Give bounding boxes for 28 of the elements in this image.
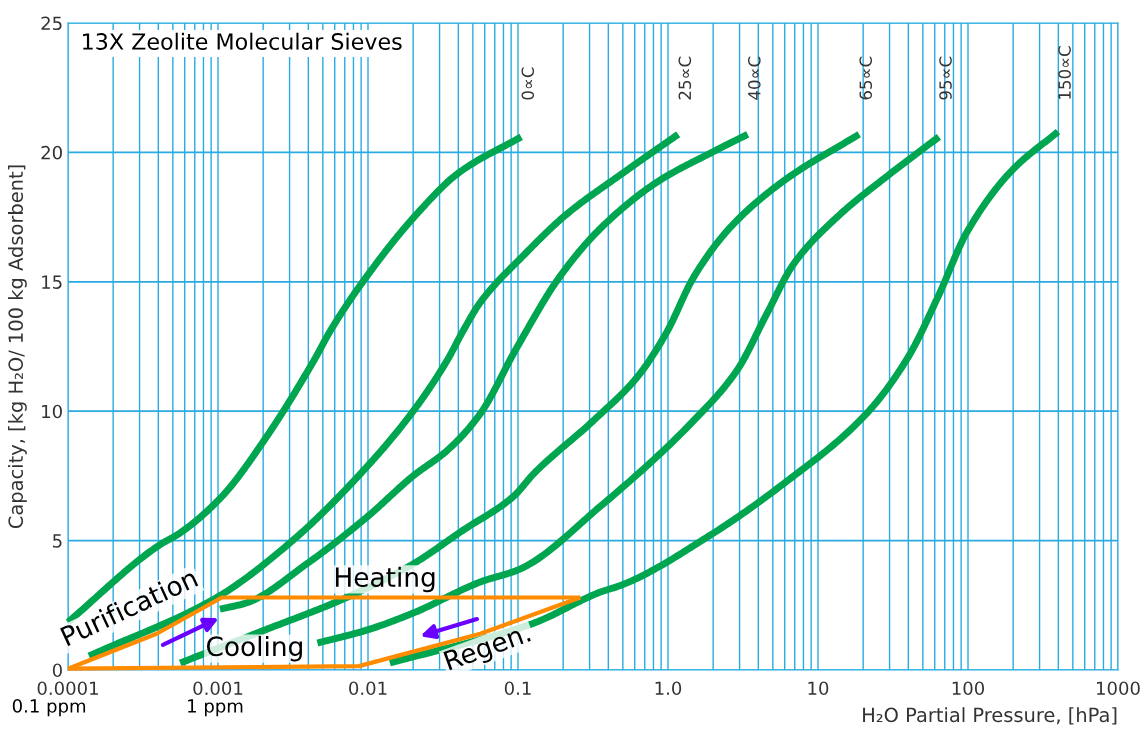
text: 1 ppm [188,699,243,717]
x-tick-label: 100 [952,681,985,696]
x-tick-label: 10 [808,681,829,696]
x-tick-label: 0.001 [193,681,243,696]
y-tick-label: 20 [41,145,62,160]
chart-title: 13X Zeolite Molecular Sieves [83,32,402,50]
y-tick-label: 0 [52,663,62,678]
text: 65∝C [859,56,873,100]
text: 150∝C [1058,46,1071,99]
x-tick-label: 1000 [1097,681,1140,696]
annotation: Cooling [206,635,302,662]
y-tick-label: 5 [53,534,62,548]
x-axis-title: H₂O Partial Pressure, [hPa] [863,707,1117,725]
text: 25∝C [678,56,692,100]
x-tick-label: 0.01 [349,681,387,696]
y-tick-label: 25 [41,16,62,31]
text: 0∝C [521,67,535,100]
x-tick-label: 1.0 [655,681,682,696]
x-tick-label: 0.1 [504,681,531,696]
text: 40∝C [748,56,761,100]
y-axis-title: Capacity, [kg H₂O/ 100 kg Adsorbent] [8,165,27,529]
text: 0.1 ppm [12,699,86,717]
y-tick-label: 10 [42,404,62,419]
annotation: Regen. [443,622,533,676]
y-tick-label: 15 [42,275,62,289]
x-tick-label: 0.0001 [37,681,98,696]
text: 95∝C [939,56,952,100]
annotation: Heating [335,566,435,593]
